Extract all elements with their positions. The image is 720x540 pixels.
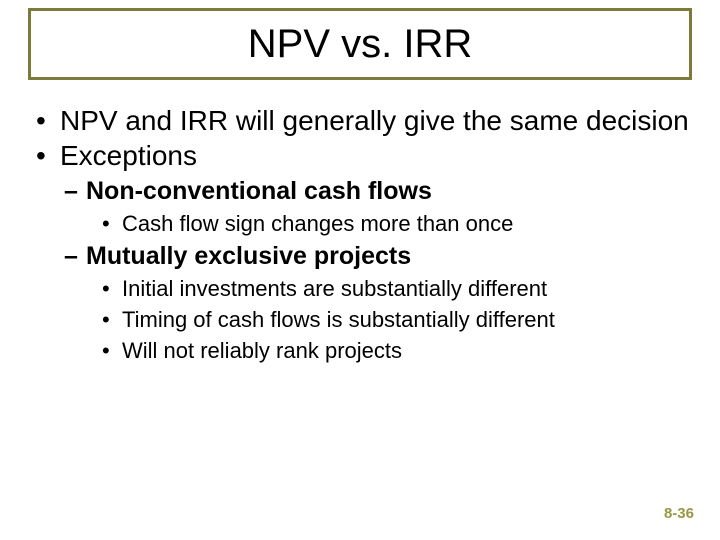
bullet-level2: Non-conventional cash flows <box>28 176 692 207</box>
page-number: 8-36 <box>664 505 694 522</box>
bullet-level3: Cash flow sign changes more than once <box>28 211 692 238</box>
bullet-level1: Exceptions <box>28 139 692 172</box>
bullet-level2: Mutually exclusive projects <box>28 241 692 272</box>
bullet-level3: Initial investments are substantially di… <box>28 276 692 303</box>
bullet-level3: Will not reliably rank projects <box>28 338 692 365</box>
title-box: NPV vs. IRR <box>28 8 692 80</box>
slide-title: NPV vs. IRR <box>248 22 472 67</box>
bullet-level3: Timing of cash flows is substantially di… <box>28 307 692 334</box>
bullet-level1: NPV and IRR will generally give the same… <box>28 104 692 137</box>
slide-content: NPV and IRR will generally give the same… <box>28 104 692 364</box>
